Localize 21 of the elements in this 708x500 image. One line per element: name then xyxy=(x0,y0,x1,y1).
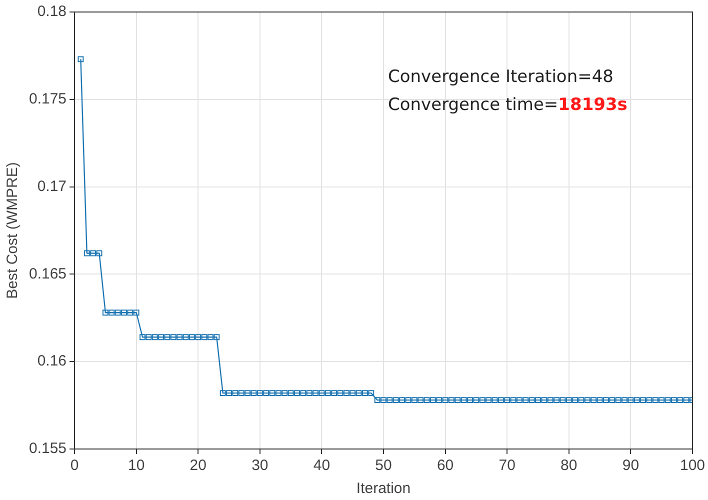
y-tick-label: 0.175 xyxy=(28,90,67,108)
y-axis-title: Best Cost (WMPRE) xyxy=(4,162,22,299)
x-tick-label: 30 xyxy=(252,457,268,474)
y-tick-label: 0.17 xyxy=(37,178,67,195)
x-axis-title: Iteration xyxy=(356,480,411,498)
x-tick-label: 50 xyxy=(375,457,392,474)
y-tick-label: 0.155 xyxy=(28,440,67,458)
y-tick-label: 0.16 xyxy=(37,352,67,370)
x-tick-label: 70 xyxy=(498,457,516,474)
y-tick-label: 0.165 xyxy=(28,265,67,282)
x-tick-label: 100 xyxy=(680,457,705,474)
x-tick-label: 90 xyxy=(622,457,640,474)
x-tick-label: 20 xyxy=(190,457,206,474)
x-tick-label: 40 xyxy=(313,457,330,474)
x-tick-label: 10 xyxy=(128,457,145,474)
x-tick-label: 0 xyxy=(70,457,79,474)
x-tick-label: 80 xyxy=(560,457,578,474)
annotation: Convergence time=18193s xyxy=(388,95,628,115)
y-tick-label: 0.18 xyxy=(37,3,67,20)
x-tick-label: 60 xyxy=(436,457,454,474)
annotation: Convergence Iteration=48 xyxy=(388,67,614,87)
